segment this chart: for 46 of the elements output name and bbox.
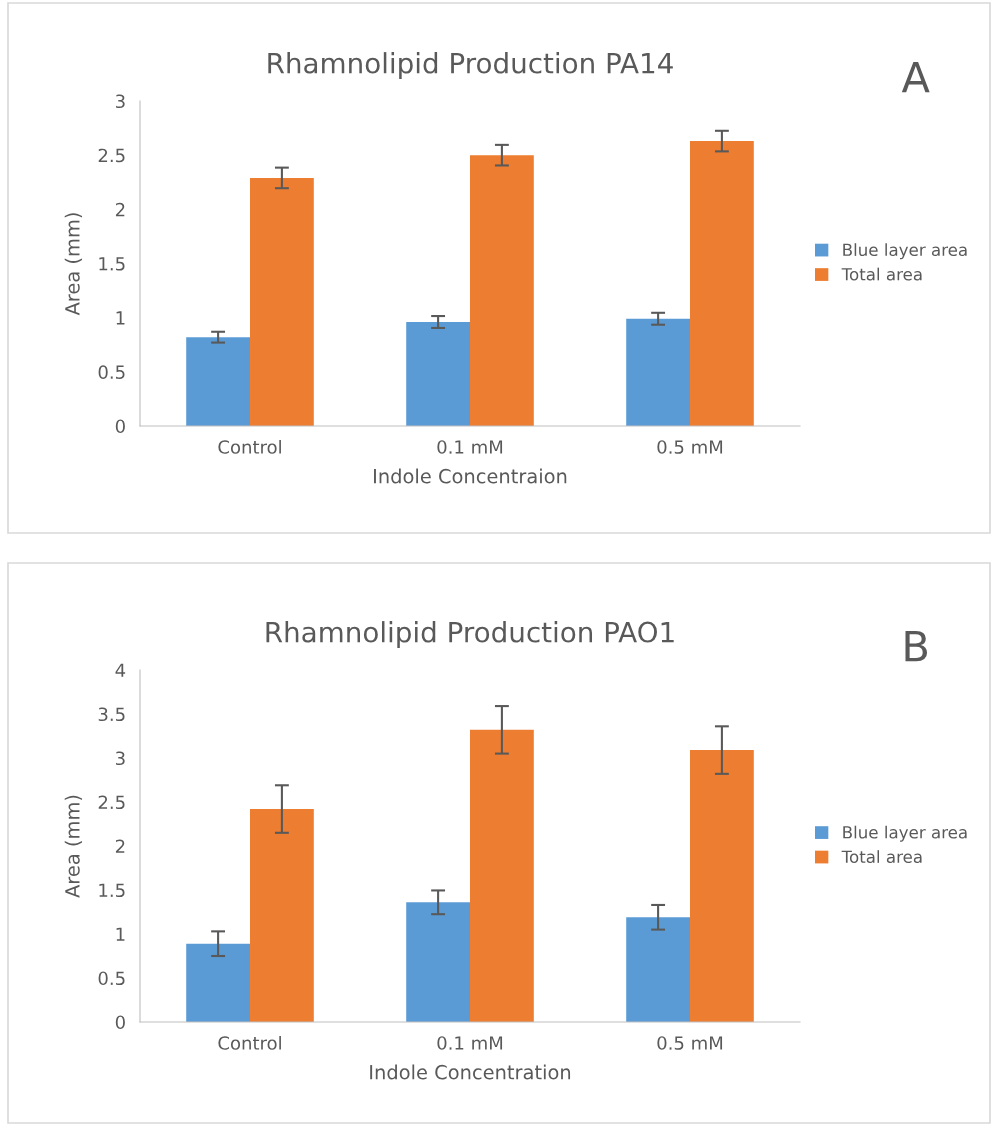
y-axis-title: Area (mm) xyxy=(64,795,83,898)
y-tick-label: 0 xyxy=(115,1015,125,1030)
bar xyxy=(250,809,314,1022)
y-tick-label: 2 xyxy=(115,202,125,217)
x-axis-title: Indole Concentration xyxy=(370,1064,571,1080)
y-tick-label: 1.5 xyxy=(99,257,125,271)
legend-label: Total area xyxy=(841,267,922,281)
y-tick-label: 0.5 xyxy=(98,365,125,379)
bar xyxy=(690,750,754,1022)
bar xyxy=(690,141,754,426)
bar xyxy=(250,177,314,426)
y-tick-label: 3 xyxy=(116,94,125,109)
bar xyxy=(470,155,534,426)
legend-label: Total area xyxy=(841,850,922,864)
bar xyxy=(626,318,690,426)
bar xyxy=(626,917,690,1022)
y-tick-label: 0 xyxy=(115,419,125,434)
chart-title: Rhamnolipid Production PAO1 xyxy=(266,621,674,648)
y-axis-title: Area (mm) xyxy=(64,213,83,316)
y-tick-label: 3 xyxy=(116,751,125,766)
y-tick-label: 1.5 xyxy=(99,883,125,898)
y-tick-label: 1 xyxy=(116,927,125,941)
y-tick-label: 0.5 xyxy=(98,971,125,986)
legend-label: Blue layer area xyxy=(843,825,967,842)
bar xyxy=(186,337,250,426)
x-axis-title: Indole Concentraion xyxy=(374,468,567,484)
bar xyxy=(406,902,470,1022)
x-tick-label: Control xyxy=(218,439,281,454)
x-tick-label: Control xyxy=(218,1035,281,1050)
y-tick-label: 1 xyxy=(116,311,125,325)
x-tick-label: 0.1 mM xyxy=(437,440,503,454)
y-tick-label: 2.5 xyxy=(98,795,125,810)
y-tick-label: 3.5 xyxy=(98,707,125,722)
x-tick-label: 0.5 mM xyxy=(657,1036,723,1050)
bar xyxy=(470,729,534,1022)
text: B xyxy=(905,630,928,662)
chart-title: Rhamnolipid Production PA14 xyxy=(268,52,673,79)
y-tick-label: 4 xyxy=(115,663,126,677)
x-tick-label: 0.1 mM xyxy=(437,1036,503,1050)
legend-label: Blue layer area xyxy=(843,243,967,260)
bar xyxy=(186,943,250,1022)
y-tick-label: 2 xyxy=(115,839,125,853)
x-tick-label: 0.5 mM xyxy=(657,440,723,454)
bar xyxy=(406,322,470,426)
y-tick-label: 2.5 xyxy=(98,148,125,163)
text: A xyxy=(901,61,930,93)
